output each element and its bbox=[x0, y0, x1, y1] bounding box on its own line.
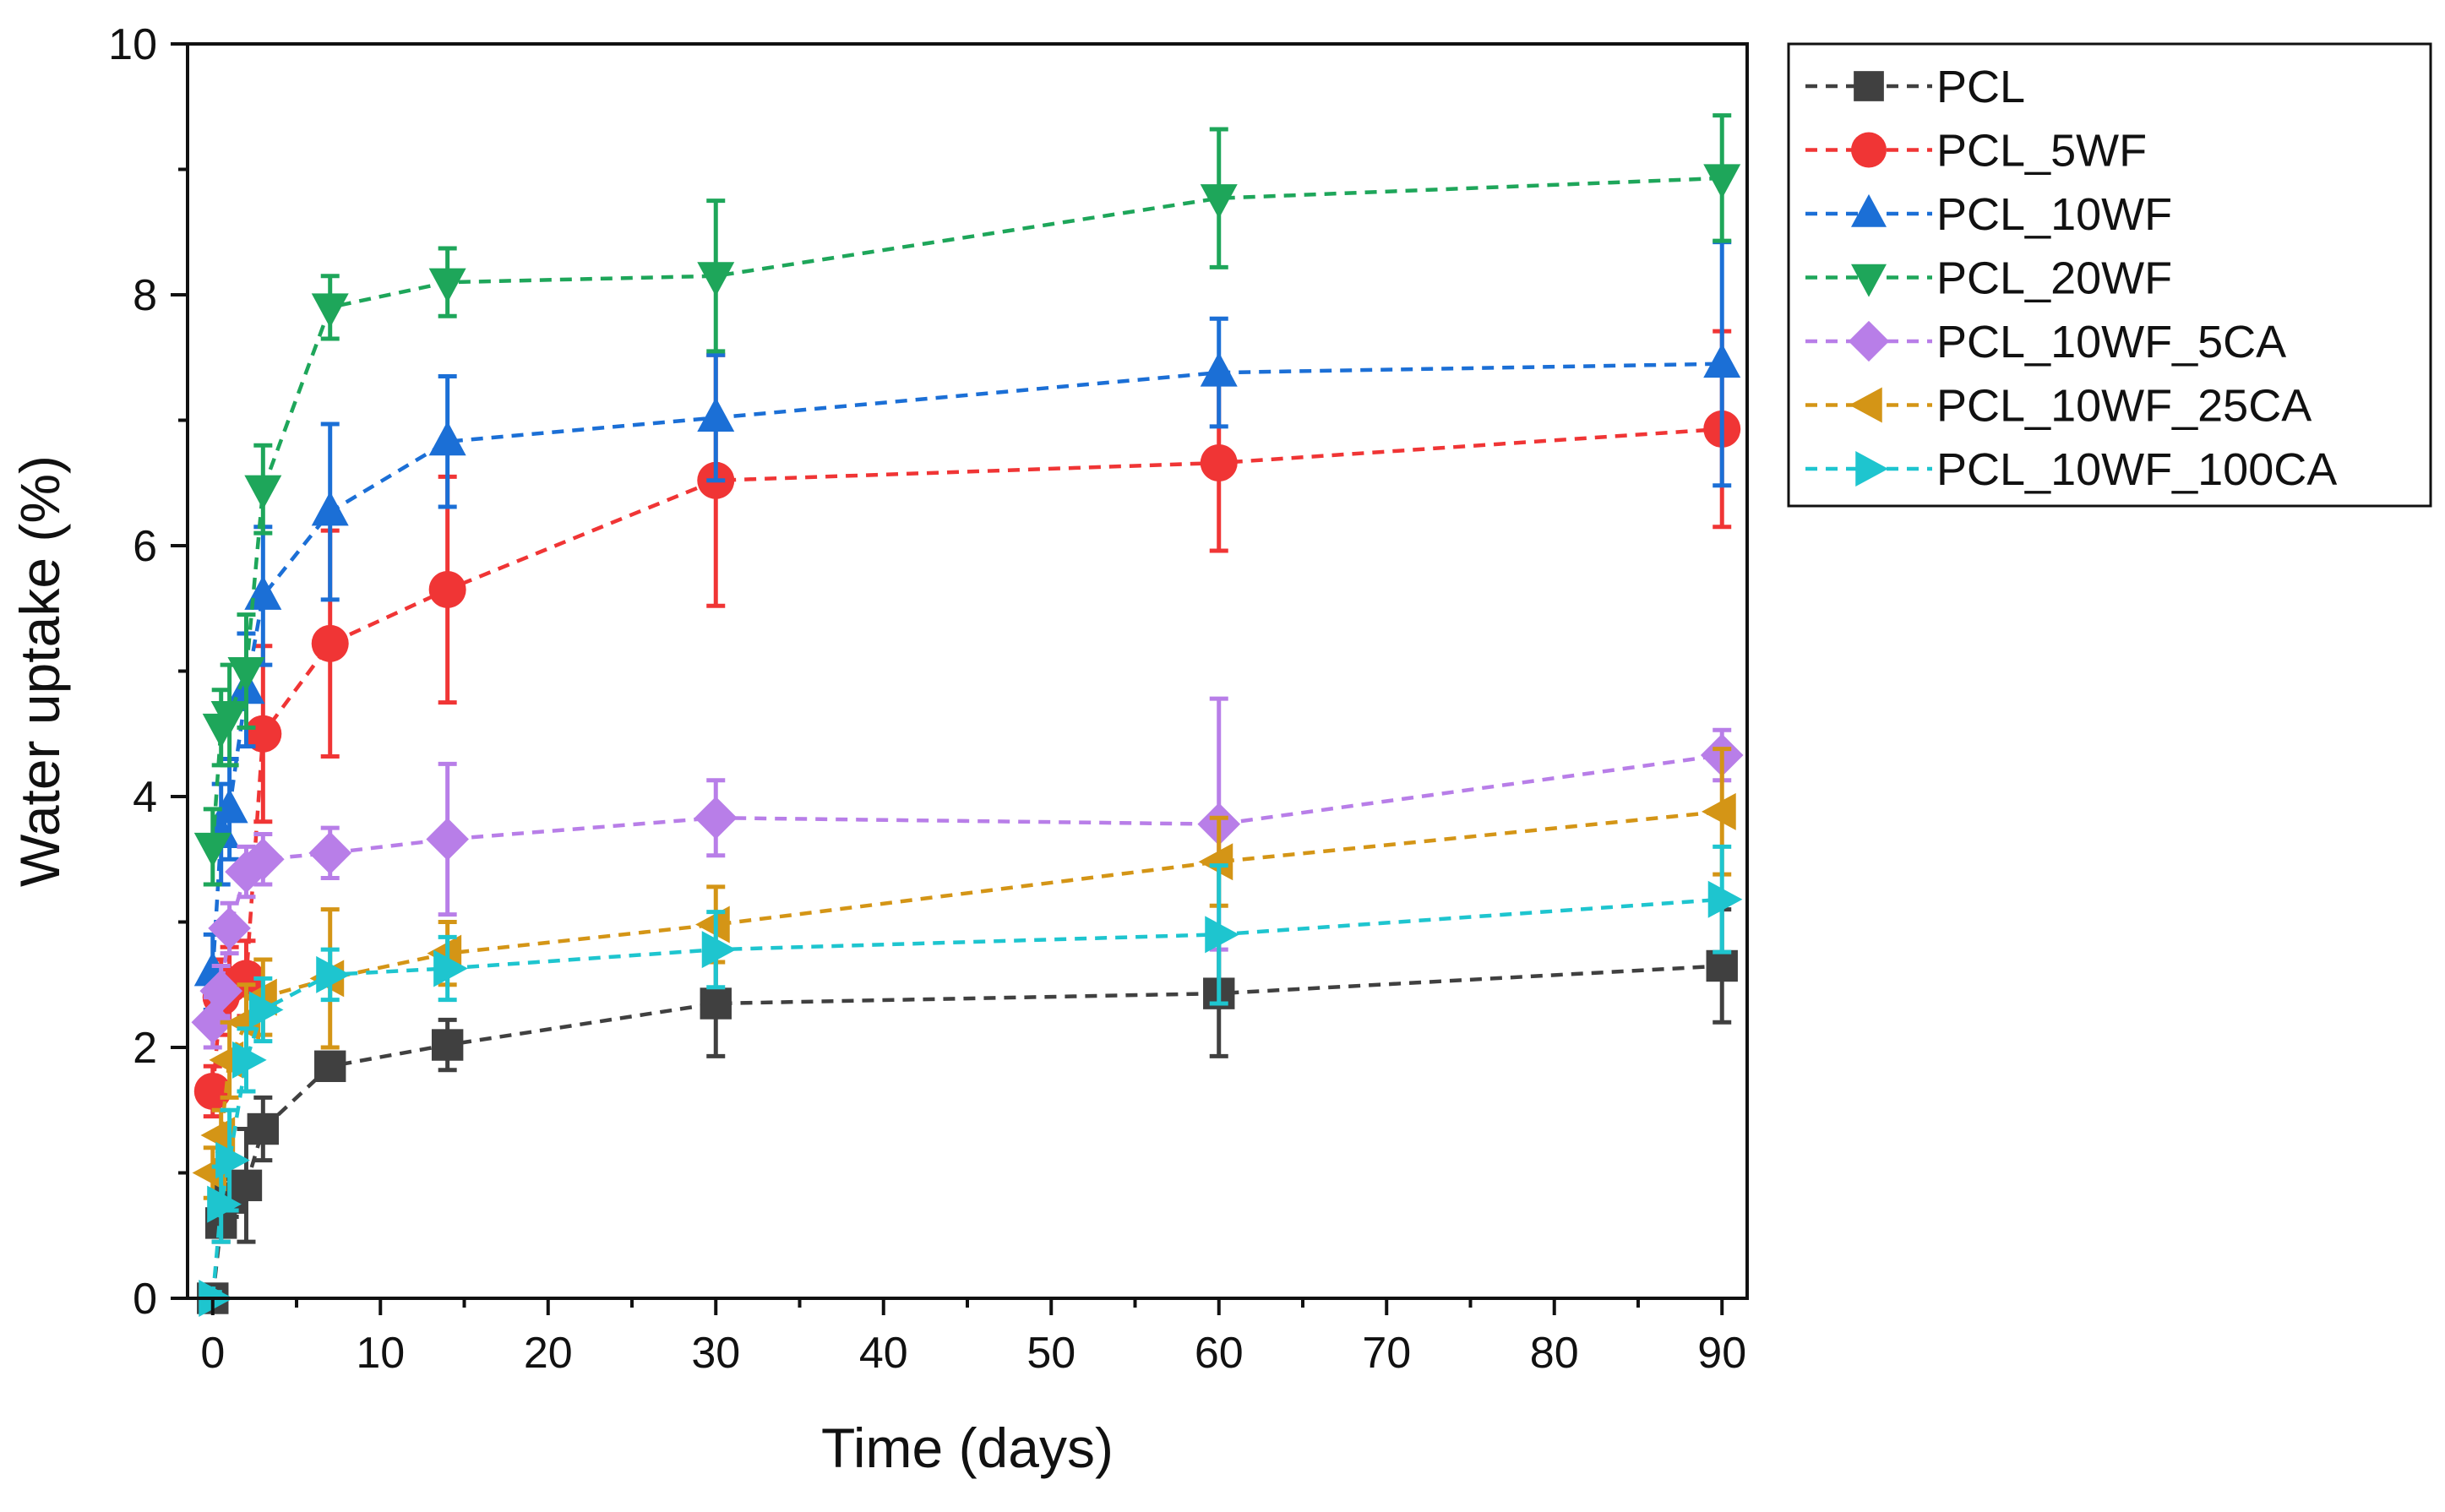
x-axis-ticks: 0 10 20 30 40 50 60 70 80 90 bbox=[200, 1298, 1746, 1378]
data-point bbox=[697, 397, 735, 432]
legend-marker bbox=[1848, 320, 1890, 362]
data-point bbox=[314, 1050, 346, 1082]
data-point bbox=[700, 987, 732, 1020]
y-tick-label: 10 bbox=[108, 20, 157, 69]
legend-item: PCL_20WF bbox=[1805, 253, 2172, 304]
data-point bbox=[1200, 184, 1238, 219]
series-PCL_20WF bbox=[193, 113, 1741, 887]
data-point bbox=[428, 570, 466, 608]
data-point bbox=[1198, 843, 1233, 881]
data-point bbox=[1703, 164, 1741, 199]
legend-item: PCL_10WF bbox=[1805, 189, 2172, 240]
legend-item: PCL_10WF_25CA bbox=[1805, 381, 2312, 432]
data-point bbox=[231, 1041, 267, 1079]
axes: 0 10 20 30 40 50 60 70 80 90 0 2 4 6 8 10 bbox=[108, 20, 1749, 1378]
x-tick-label: 50 bbox=[1026, 1329, 1075, 1378]
data-point bbox=[1707, 880, 1743, 918]
legend-marker bbox=[1854, 71, 1884, 101]
data-point bbox=[248, 991, 284, 1029]
data-point bbox=[215, 1141, 250, 1179]
data-point bbox=[210, 788, 248, 824]
x-tick-label: 30 bbox=[691, 1329, 740, 1378]
data-point bbox=[193, 832, 231, 867]
y-tick-label: 8 bbox=[133, 271, 157, 320]
data-point bbox=[200, 1116, 236, 1154]
data-point bbox=[1706, 949, 1738, 982]
data-point bbox=[244, 475, 282, 510]
series-PCL_10WF_5CA bbox=[191, 696, 1744, 1050]
data-point bbox=[1200, 351, 1238, 387]
x-tick-label: 10 bbox=[356, 1329, 405, 1378]
legend-marker bbox=[1855, 451, 1889, 487]
legend-marker bbox=[1849, 387, 1882, 423]
x-tick-label: 0 bbox=[200, 1329, 225, 1378]
data-point bbox=[191, 1001, 235, 1044]
y-tick-label: 4 bbox=[133, 773, 157, 822]
data-point bbox=[208, 906, 251, 950]
legend-label: PCL_10WF bbox=[1936, 189, 2172, 240]
x-tick-label: 90 bbox=[1697, 1329, 1746, 1378]
data-point bbox=[428, 268, 466, 303]
series-line bbox=[210, 809, 1723, 1173]
legend-label: PCL_20WF bbox=[1936, 253, 2172, 304]
data-point bbox=[227, 657, 265, 692]
x-tick-label: 70 bbox=[1362, 1329, 1411, 1378]
y-tick-label: 6 bbox=[133, 522, 157, 571]
data-point bbox=[695, 906, 730, 944]
data-point bbox=[230, 1169, 263, 1202]
x-tick-label: 20 bbox=[524, 1329, 573, 1378]
legend-label: PCL_5WF bbox=[1936, 126, 2147, 177]
legend-marker bbox=[1851, 264, 1887, 297]
data-point bbox=[1703, 343, 1741, 378]
series-line bbox=[210, 753, 1723, 1023]
y-tick-label: 2 bbox=[133, 1024, 157, 1073]
legend-label: PCL_10WF_25CA bbox=[1936, 381, 2312, 432]
x-tick-label: 40 bbox=[859, 1329, 908, 1378]
legend-marker bbox=[1851, 132, 1887, 168]
y-axis-title: Water uptake (%) bbox=[8, 455, 71, 887]
data-point bbox=[311, 624, 349, 662]
legend-item: PCL_5WF bbox=[1805, 126, 2147, 177]
data-point bbox=[1702, 792, 1736, 830]
data-point bbox=[433, 949, 468, 987]
data-point bbox=[701, 931, 737, 969]
data-point bbox=[308, 831, 352, 875]
legend-label: PCL_10WF_5CA bbox=[1936, 317, 2286, 367]
data-point bbox=[697, 262, 735, 296]
data-point bbox=[210, 700, 248, 736]
data-point bbox=[694, 796, 738, 840]
data-point bbox=[199, 969, 242, 1013]
y-tick-label: 0 bbox=[133, 1275, 157, 1324]
data-point bbox=[1200, 443, 1238, 481]
legend-item: PCL_10WF_100CA bbox=[1805, 444, 2337, 495]
legend-item: PCL_10WF_5CA bbox=[1805, 317, 2286, 367]
y-axis-ticks: 0 2 4 6 8 10 bbox=[108, 20, 188, 1324]
data-point bbox=[207, 1185, 242, 1223]
legend-label: PCL_10WF_100CA bbox=[1936, 444, 2337, 495]
data-point bbox=[193, 1072, 231, 1110]
x-axis-title: Time (days) bbox=[821, 1417, 1114, 1479]
legend-marker bbox=[1851, 193, 1887, 227]
data-point bbox=[311, 491, 349, 526]
legend: PCL PCL_5WF PCL_10WF PCL_20WF PCL_10WF_5CA PC… bbox=[1787, 42, 2432, 508]
data-point bbox=[244, 715, 282, 753]
data-point bbox=[426, 818, 469, 861]
legend-item: PCL bbox=[1805, 62, 2025, 112]
series-line bbox=[210, 897, 1723, 1299]
data-point bbox=[316, 955, 351, 993]
legend-label: PCL bbox=[1936, 62, 2025, 112]
x-tick-label: 80 bbox=[1530, 1329, 1579, 1378]
data-point bbox=[242, 837, 285, 881]
data-point bbox=[1205, 916, 1239, 954]
x-tick-label: 60 bbox=[1195, 1329, 1244, 1378]
data-point bbox=[247, 1112, 280, 1145]
data-point bbox=[428, 421, 466, 456]
legend-box bbox=[1787, 42, 2432, 508]
data-point bbox=[431, 1029, 464, 1061]
data-point bbox=[311, 293, 349, 329]
